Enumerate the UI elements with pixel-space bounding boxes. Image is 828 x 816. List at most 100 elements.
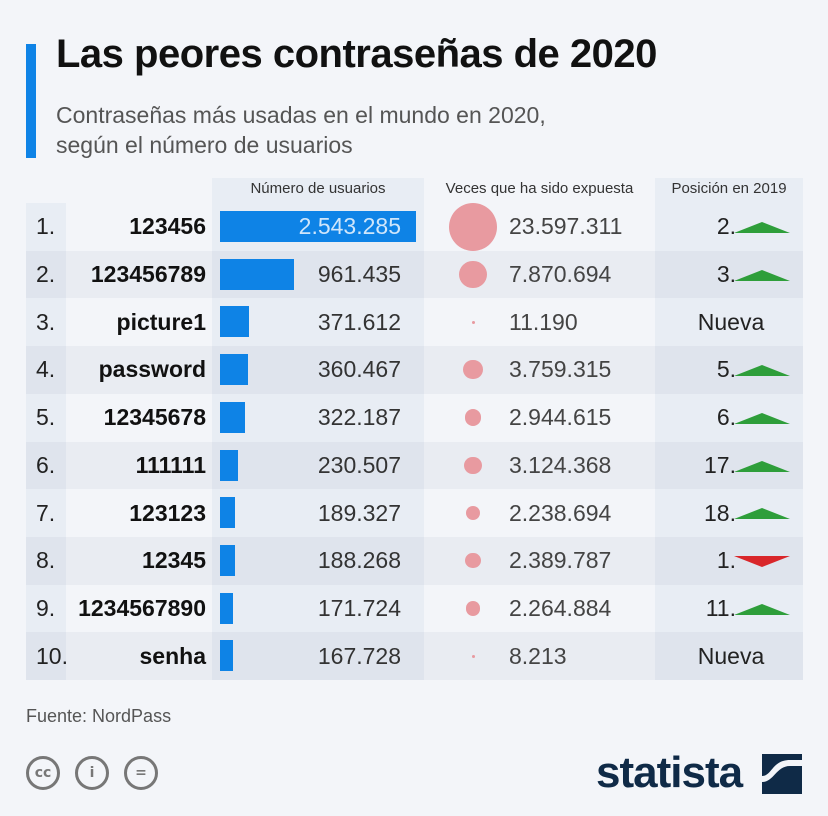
- subtitle: Contraseñas más usadas en el mundo en 20…: [56, 100, 546, 160]
- rank: 7.: [36, 499, 56, 526]
- table-row: 6. 111111 230.507 3.124.368 17.: [26, 441, 803, 490]
- exposed-bubble: [471, 654, 475, 658]
- password: picture1: [116, 308, 206, 335]
- position-2019-new: Nueva: [697, 308, 765, 335]
- users-value: 188.268: [317, 547, 401, 574]
- position-2019: 5.: [716, 356, 736, 383]
- users-value: 961.435: [317, 261, 401, 288]
- users-value: 322.187: [317, 404, 401, 431]
- exposed-value: 11.190: [509, 308, 578, 335]
- users-bar: [220, 640, 233, 672]
- users-value: 167.728: [317, 642, 401, 669]
- position-2019: 1.: [716, 547, 736, 574]
- exposed-value: 2.238.694: [509, 499, 612, 526]
- exposed-value: 2.389.787: [509, 547, 612, 574]
- position-2019-new: Nueva: [697, 642, 765, 669]
- position-column-band: [655, 178, 803, 680]
- position-2019: 18.: [704, 499, 736, 526]
- users-bar: [220, 306, 249, 338]
- users-bar: [220, 544, 235, 576]
- accent-bar: [26, 44, 36, 158]
- password: 123123: [129, 499, 206, 526]
- header-position-2019: Posición en 2019: [671, 180, 787, 197]
- rank: 3.: [36, 308, 56, 335]
- down-arrow-icon: [734, 555, 790, 567]
- statista-logo-mark-icon: [762, 754, 802, 794]
- position-2019: 17.: [704, 451, 736, 478]
- source: Fuente: NordPass: [26, 706, 172, 726]
- header-users: Número de usuarios: [250, 180, 386, 197]
- position-2019: 2.: [716, 213, 736, 240]
- up-arrow-icon: [734, 365, 790, 377]
- password: 12345678: [103, 404, 206, 431]
- header-exposed: Veces que ha sido expuesta: [445, 180, 634, 197]
- users-bar: [220, 258, 295, 290]
- password: password: [98, 356, 206, 383]
- cc-license-icon[interactable]: cc: [26, 756, 60, 790]
- rank: 5.: [36, 404, 56, 431]
- exposed-bubble: [465, 553, 481, 569]
- rank: 6.: [36, 451, 56, 478]
- exposed-value: 3.759.315: [509, 356, 612, 383]
- subtitle-line-1: Contraseñas más usadas en el mundo en 20…: [56, 102, 546, 128]
- exposed-value: 2.944.615: [509, 404, 612, 431]
- up-arrow-icon: [734, 460, 790, 472]
- password: 123456: [129, 213, 206, 240]
- exposed-bubble: [463, 360, 483, 380]
- password: 111111: [135, 451, 206, 478]
- up-arrow-icon: [734, 269, 790, 281]
- exposed-value: 8.213: [509, 642, 567, 669]
- rank: 9.: [36, 594, 56, 621]
- password: 12345: [142, 547, 206, 574]
- table-row: 3. picture1 371.612 11.190 Nueva: [26, 298, 803, 346]
- exposed-bubble: [464, 456, 482, 475]
- position-2019: 3.: [716, 261, 736, 288]
- users-bar: [220, 592, 234, 624]
- users-value: 171.724: [317, 594, 401, 621]
- table-row: 2. 123456789 961.435 7.870.694 3.: [26, 250, 803, 299]
- rank: 2.: [36, 261, 56, 288]
- rank: 10.: [36, 642, 68, 669]
- rank: 4.: [36, 356, 56, 383]
- users-value: 371.612: [317, 308, 401, 335]
- users-bar: [220, 449, 238, 481]
- exposed-bubble: [471, 320, 475, 324]
- exposed-bubble: [465, 505, 481, 521]
- rank: 8.: [36, 547, 56, 574]
- users-value: 230.507: [317, 451, 401, 478]
- no-derivatives-icon[interactable]: =: [124, 756, 158, 790]
- table-row: 8. 12345 188.268 2.389.787 1.: [26, 536, 803, 585]
- rank: 1.: [36, 213, 56, 240]
- users-bar: [220, 401, 245, 433]
- up-arrow-icon: [734, 412, 790, 424]
- exposed-bubble: [465, 600, 481, 616]
- exposed-bubble: [449, 202, 497, 251]
- users-bar: [220, 497, 235, 529]
- password: 123456789: [90, 261, 206, 288]
- users-value: 2.543.285: [298, 213, 401, 240]
- exposed-value: 23.597.311: [509, 213, 623, 240]
- exposed-bubble: [459, 260, 487, 289]
- password: 1234567890: [78, 594, 206, 621]
- table-row: 5. 12345678 322.187 2.944.615 6.: [26, 394, 803, 442]
- table-row: 7. 123123 189.327 2.238.694 18.: [26, 489, 803, 537]
- position-2019: 6.: [716, 404, 736, 431]
- exposed-value: 3.124.368: [509, 451, 612, 478]
- users-value: 189.327: [317, 499, 401, 526]
- rank-column-band: [26, 203, 66, 680]
- password: senha: [139, 642, 206, 669]
- attribution-icon[interactable]: i: [75, 756, 109, 790]
- users-value: 360.467: [317, 356, 401, 383]
- exposed-value: 2.264.884: [509, 594, 612, 621]
- users-bar: [220, 211, 416, 242]
- page-title: Las peores contraseñas de 2020: [56, 32, 657, 76]
- up-arrow-icon: [734, 508, 790, 520]
- table-row: 4. password 360.467 3.759.315 5.: [26, 346, 803, 394]
- table-row: 1. 123456 2.543.285 23.597.311 2.: [26, 202, 803, 251]
- users-bar: [220, 354, 248, 386]
- statista-logo[interactable]: statista: [596, 748, 743, 797]
- position-2019: 11.: [705, 594, 736, 621]
- table-row: 10. senha 167.728 8.213 Nueva: [26, 632, 803, 680]
- subtitle-line-2: según el número de usuarios: [56, 132, 353, 158]
